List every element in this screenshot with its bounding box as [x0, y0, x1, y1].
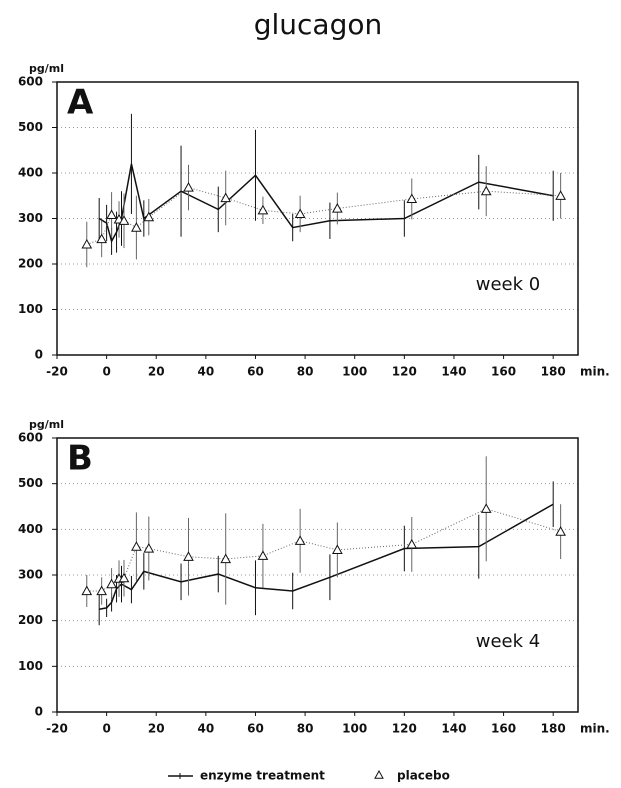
y-axis-label: pg/ml	[29, 418, 64, 431]
marker	[406, 538, 418, 549]
x-tick-label: 100	[342, 365, 367, 379]
x-tick-label: 120	[392, 722, 417, 736]
x-tick-label: 0	[102, 722, 110, 736]
series-line	[98, 163, 554, 244]
y-axis-label: pg/ml	[29, 62, 64, 75]
marker	[106, 209, 117, 219]
y-tick-label: 500	[18, 476, 43, 490]
marker	[183, 551, 194, 561]
marker	[81, 238, 93, 249]
marker	[118, 215, 130, 225]
x-tick-label: 0	[102, 365, 110, 379]
marker	[257, 204, 269, 215]
y-tick-label: 500	[18, 120, 43, 134]
y-tick-label: 0	[35, 705, 43, 719]
x-tick-label: -20	[46, 365, 68, 379]
series-line	[99, 503, 554, 610]
y-tick-label: 200	[18, 613, 43, 627]
x-tick-label: 140	[441, 365, 466, 379]
y-tick-label: 0	[35, 348, 43, 362]
panel-label: B	[67, 439, 93, 479]
panel-note: week 0	[476, 274, 540, 295]
marker	[220, 192, 232, 203]
y-tick-label: 100	[18, 659, 43, 673]
panel-label: A	[67, 83, 94, 123]
x-tick-label: 80	[297, 722, 314, 736]
marker	[143, 542, 155, 553]
y-tick-label: 400	[18, 166, 43, 180]
marker	[331, 202, 343, 213]
x-tick-label: 180	[541, 365, 566, 379]
y-tick-label: 300	[18, 211, 43, 225]
marker	[480, 185, 492, 196]
marker	[81, 585, 93, 596]
x-tick-label: 60	[247, 722, 264, 736]
y-tick-label: 300	[18, 568, 43, 582]
marker	[183, 182, 194, 192]
y-tick-label: 100	[18, 302, 43, 316]
marker	[143, 211, 155, 222]
x-tick-label: 160	[491, 722, 516, 736]
x-tick-label: 140	[441, 722, 466, 736]
x-tick-label: 40	[198, 722, 215, 736]
y-tick-label: 600	[18, 431, 43, 445]
plot-frame	[56, 437, 579, 713]
legend-label: enzyme treatment	[200, 769, 325, 783]
marker	[294, 208, 306, 219]
marker	[331, 544, 343, 554]
x-axis-label: min.	[580, 722, 610, 736]
plot-frame	[56, 81, 579, 356]
y-tick-label: 600	[18, 75, 43, 89]
marker	[106, 578, 117, 589]
marker	[406, 193, 418, 204]
panel-note: week 4	[476, 631, 540, 652]
x-tick-label: 80	[297, 365, 314, 379]
legend-label: placebo	[397, 769, 450, 783]
y-tick-label: 200	[18, 257, 43, 271]
marker	[555, 190, 566, 200]
x-tick-label: 40	[198, 365, 215, 379]
marker	[480, 503, 492, 513]
marker	[220, 553, 232, 564]
marker	[555, 526, 566, 536]
x-tick-label: 160	[491, 365, 516, 379]
x-tick-label: 180	[541, 722, 566, 736]
marker	[257, 550, 269, 560]
marker	[131, 222, 142, 232]
x-tick-label: 20	[148, 365, 165, 379]
x-tick-label: -20	[46, 722, 68, 736]
figure-title: glucagon	[254, 8, 383, 41]
marker	[294, 535, 306, 545]
marker	[131, 541, 142, 551]
x-tick-label: 60	[247, 365, 264, 379]
x-axis-label: min.	[580, 365, 610, 379]
series-line	[86, 508, 561, 592]
x-tick-label: 20	[148, 722, 165, 736]
series-line	[86, 187, 561, 245]
marker	[118, 572, 130, 583]
x-tick-label: 120	[392, 365, 417, 379]
x-tick-label: 100	[342, 722, 367, 736]
y-tick-label: 400	[18, 522, 43, 536]
marker	[96, 585, 108, 596]
marker	[96, 233, 108, 244]
legend-swatch	[374, 769, 384, 779]
